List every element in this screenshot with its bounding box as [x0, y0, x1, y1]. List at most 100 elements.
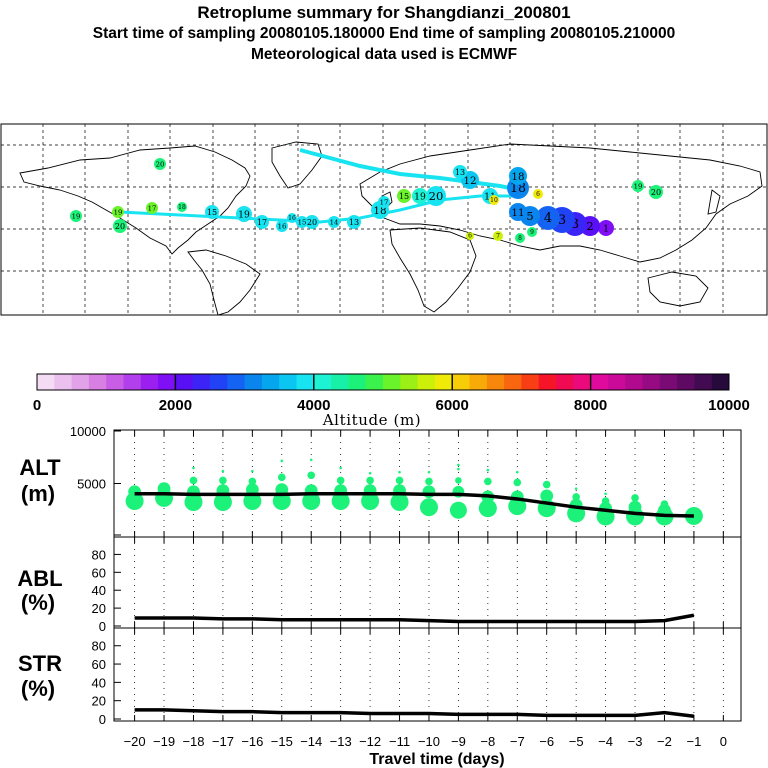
- plume-position-marker: [527, 227, 537, 237]
- plume-day-label: 20: [115, 222, 125, 231]
- alt-particle-dot: [427, 470, 431, 474]
- alt-panel-unit: (m): [21, 481, 55, 506]
- colorbar-swatch: [625, 374, 643, 390]
- alt-particle-dot: [366, 476, 374, 485]
- colorbar-swatch: [175, 374, 194, 390]
- colorbar-swatch: [677, 374, 695, 390]
- colorbar-swatch: [573, 374, 591, 390]
- africa-outline: [389, 227, 477, 313]
- plume-position-marker: [328, 216, 340, 228]
- x-tick-label: −2: [657, 734, 672, 749]
- alt-particle-dot: [189, 476, 198, 485]
- x-tick-label: −19: [153, 734, 175, 749]
- colorbar-swatch: [400, 374, 418, 390]
- abl-panel-unit: (%): [21, 590, 55, 615]
- colorbar-swatch: [504, 374, 522, 390]
- alt-particle-dot: [336, 476, 345, 485]
- x-tick-label: 0: [720, 734, 727, 749]
- x-tick-label: −18: [182, 734, 204, 749]
- x-tick-label: −13: [330, 734, 352, 749]
- alt-particle-dot: [486, 468, 490, 472]
- altitude-colorbar: 0 2000 4000 6000 8000 10000 Altitude (m): [33, 373, 750, 429]
- colorbar-swatch: [279, 374, 297, 390]
- abl-y-tick-label: 40: [92, 583, 106, 598]
- x-tick-label: −17: [212, 734, 234, 749]
- str-panel: STR (%) 0 20 40 60 80: [18, 627, 742, 727]
- colorbar-swatch: [106, 374, 124, 390]
- alt-particle-dot: [243, 492, 262, 511]
- alt-particle-dot: [309, 458, 313, 462]
- colorbar-swatch: [469, 374, 488, 390]
- plume-day-label: 17: [380, 199, 389, 207]
- colorbar-swatch: [452, 374, 470, 390]
- plume-position-marker: [632, 180, 644, 192]
- colorbar-swatch: [521, 374, 540, 390]
- plume-day-label: 19: [414, 191, 426, 202]
- plume-position-marker: [509, 203, 527, 221]
- plume-day-label: 12: [463, 175, 476, 187]
- x-tick-label: −14: [300, 734, 322, 749]
- colorbar-swatch: [313, 374, 332, 390]
- plume-day-label: 20: [156, 161, 165, 169]
- alt-particle-dot: [419, 498, 438, 517]
- plume-position-marker: [509, 167, 527, 185]
- colorbar-swatches: [37, 374, 730, 390]
- str-y-tick-label: 20: [92, 694, 106, 709]
- alt-particle-dot: [628, 500, 642, 514]
- alt-particle-dot: [508, 497, 527, 516]
- greenland-outline: [271, 141, 323, 189]
- colorbar-swatch: [331, 374, 349, 390]
- alt-particle-dot: [572, 493, 580, 501]
- x-tick-label: −6: [539, 734, 554, 749]
- colorbar-swatch: [88, 374, 107, 390]
- str-panel-frame: [113, 627, 742, 722]
- str-y-tick-label: 80: [92, 639, 106, 654]
- plume-position-marker: [276, 220, 288, 232]
- australia-outline: [647, 271, 709, 307]
- alt-particle-dot: [219, 476, 227, 485]
- alt-particle-dot: [478, 499, 497, 518]
- abl-panel: ABL (%) 0 20 40 60 80: [17, 536, 742, 634]
- abl-y-tick-label: 20: [92, 601, 106, 616]
- plume-position-marker: [287, 213, 297, 223]
- colorbar-swatch: [590, 374, 609, 390]
- alt-particle-dot: [540, 489, 554, 503]
- alt-particle-dot: [184, 493, 203, 512]
- str-y-tick-label: 0: [99, 712, 106, 727]
- alt-particle-dot: [631, 494, 639, 502]
- x-tick-label: −1: [686, 734, 701, 749]
- colorbar-swatch: [642, 374, 661, 390]
- colorbar-swatch: [607, 374, 626, 390]
- alt-particle-dot: [422, 485, 436, 499]
- plume-day-label: 15: [298, 219, 307, 227]
- plume-day-label: 11: [511, 207, 524, 219]
- alt-particle-dot: [302, 492, 321, 511]
- x-tick-label: −20: [124, 734, 146, 749]
- plume-position-marker: [296, 216, 308, 228]
- alt-panel: ALT (m) 5000 10000: [19, 424, 742, 538]
- alt-y-tick-label: 10000: [70, 424, 106, 439]
- plume-day-label: 20: [651, 188, 661, 197]
- alt-particle-dot: [192, 466, 195, 470]
- plume-position-marker: [536, 206, 560, 230]
- colorbar-swatch: [417, 374, 436, 390]
- plume-day-label: 10: [490, 197, 498, 204]
- plume-position-marker: [533, 189, 543, 199]
- str-y-tick-label: 40: [92, 675, 106, 690]
- alt-particle-dot: [221, 469, 225, 473]
- plume-position-marker: [112, 206, 124, 218]
- alt-particle-dot: [125, 492, 144, 511]
- alt-particle-dot: [574, 487, 578, 490]
- alt-particle-dot: [484, 477, 492, 486]
- colorbar-swatch: [227, 374, 245, 390]
- plume-day-label: 13: [455, 168, 465, 177]
- plume-day-label: 17: [148, 205, 157, 213]
- alt-particle-dot: [272, 492, 291, 511]
- plume-position-marker: [453, 165, 467, 179]
- colorbar-swatch: [123, 374, 142, 390]
- colorbar-swatch: [37, 374, 55, 390]
- plume-day-label: 19: [634, 183, 643, 191]
- plume-day-label: 18: [178, 204, 186, 211]
- colorbar-tick-label: 8000: [574, 397, 607, 414]
